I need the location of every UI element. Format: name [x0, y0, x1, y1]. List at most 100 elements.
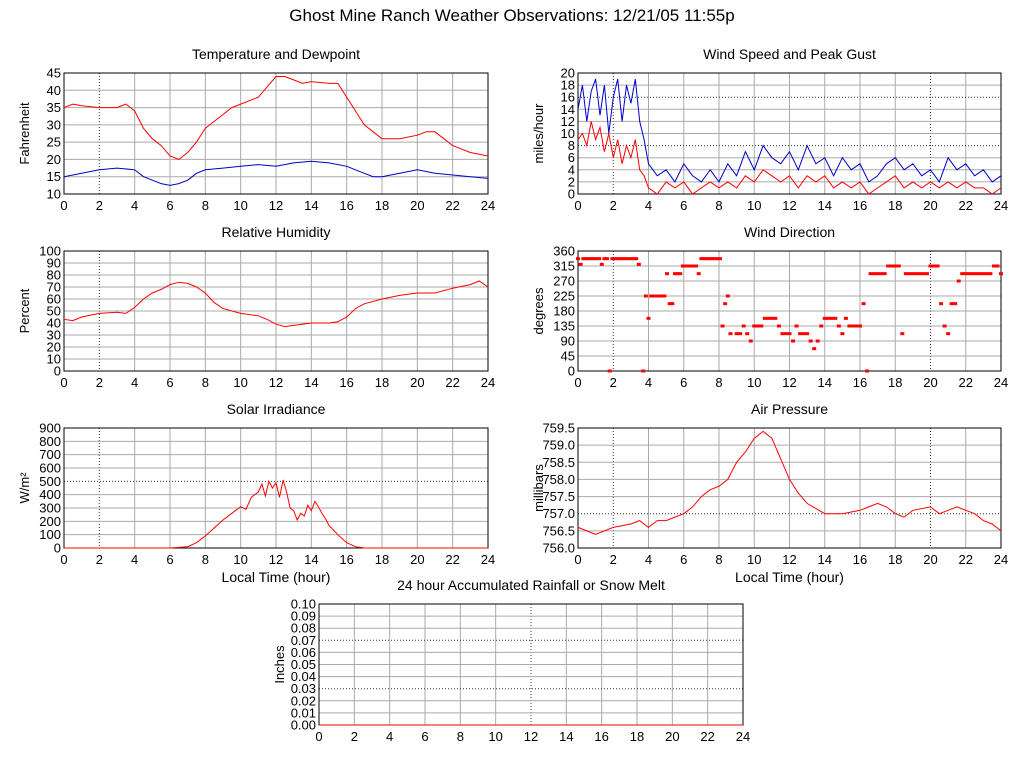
y-tick-label: 45: [47, 66, 61, 81]
data-point: [921, 272, 926, 276]
data-point: [939, 302, 944, 306]
plot-frame: [577, 250, 1002, 372]
x-tick-label: 16: [594, 729, 608, 744]
x-tick-label: 18: [888, 552, 902, 567]
data-point: [872, 272, 877, 276]
data-point: [654, 294, 659, 298]
x-tick-label: 12: [269, 198, 283, 213]
x-tick-label: 6: [680, 198, 687, 213]
y-tick-label: 756.0: [542, 541, 575, 556]
x-tick-label: 8: [457, 729, 464, 744]
data-point: [628, 257, 633, 261]
data-point: [752, 324, 757, 328]
y-tick-label: 500: [39, 474, 61, 489]
data-point: [984, 272, 989, 276]
data-point: [599, 262, 604, 266]
chart-title: Solar Irradiance: [227, 401, 326, 417]
data-point: [819, 324, 824, 328]
x-tick-label: 2: [610, 552, 617, 567]
y-tick-label: 16: [561, 90, 575, 105]
x-tick-label: 22: [959, 375, 973, 390]
y-tick-label: 0.00: [291, 718, 316, 733]
x-tick-label: 0: [60, 198, 67, 213]
x-tick-label: 8: [202, 552, 209, 567]
x-axis-label: Local Time (hour): [222, 569, 331, 585]
x-tick-label: 22: [445, 375, 459, 390]
data-point: [963, 272, 968, 276]
page-title: Ghost Mine Ranch Weather Observations: 1…: [289, 6, 735, 25]
data-point: [787, 332, 792, 336]
chart-title: Relative Humidity: [222, 224, 331, 240]
data-point: [910, 272, 915, 276]
data-point: [967, 272, 972, 276]
data-point: [594, 257, 599, 261]
x-tick-label: 2: [96, 198, 103, 213]
x-tick-label: 16: [339, 552, 353, 567]
data-point: [583, 257, 588, 261]
y-axis-label: Fahrenheit: [17, 102, 32, 165]
data-point: [723, 302, 728, 306]
x-tick-label: 10: [747, 552, 761, 567]
x-tick-label: 12: [269, 375, 283, 390]
data-point: [956, 279, 961, 283]
data-point: [946, 332, 951, 336]
data-point: [840, 332, 845, 336]
data-point: [847, 324, 852, 328]
x-tick-label: 20: [923, 375, 937, 390]
x-tick-label: 8: [202, 375, 209, 390]
data-point: [694, 264, 699, 268]
y-tick-label: 45: [561, 349, 575, 364]
y-tick-label: 4: [568, 162, 575, 177]
y-tick-label: 20: [47, 340, 61, 355]
x-tick-label: 2: [610, 375, 617, 390]
y-tick-label: 758.0: [542, 472, 575, 487]
y-tick-label: 0.02: [291, 693, 316, 708]
y-tick-label: 10: [47, 352, 61, 367]
y-tick-label: 0: [54, 364, 61, 379]
y-tick-label: 10: [561, 126, 575, 141]
data-point: [667, 302, 672, 306]
x-tick-label: 2: [96, 552, 103, 567]
x-tick-label: 6: [421, 729, 428, 744]
x-tick-label: 10: [747, 198, 761, 213]
y-tick-label: 2: [568, 174, 575, 189]
data-point: [699, 257, 704, 261]
plot-frame: [63, 427, 489, 549]
y-tick-label: 60: [47, 292, 61, 307]
data-point: [748, 339, 753, 343]
x-tick-label: 10: [747, 375, 761, 390]
y-tick-label: 20: [561, 66, 575, 81]
data-point: [766, 316, 771, 320]
data-point: [759, 324, 764, 328]
y-tick-label: 180: [553, 304, 575, 319]
x-tick-label: 20: [923, 552, 937, 567]
data-point: [581, 257, 586, 261]
y-tick-label: 0: [568, 187, 575, 202]
chart-title: 24 hour Accumulated Rainfall or Snow Mel…: [397, 577, 665, 593]
data-point: [680, 264, 685, 268]
x-tick-label: 24: [994, 375, 1008, 390]
series-line-air-pressure: [577, 430, 1002, 535]
x-tick-label: 10: [233, 552, 247, 567]
data-point: [709, 257, 714, 261]
data-point: [607, 369, 612, 373]
y-tick-label: 25: [47, 135, 61, 150]
data-point: [932, 264, 937, 268]
data-point: [907, 272, 912, 276]
x-tick-label: 2: [351, 729, 358, 744]
data-point: [977, 272, 982, 276]
data-point: [886, 264, 891, 268]
data-point: [794, 324, 799, 328]
y-tick-label: 400: [39, 487, 61, 502]
x-tick-label: 14: [559, 729, 573, 744]
data-point: [620, 257, 625, 261]
data-point: [672, 272, 677, 276]
y-tick-label: 100: [39, 527, 61, 542]
data-point: [651, 294, 656, 298]
data-point: [991, 264, 996, 268]
y-axis-label: W/m²: [17, 472, 32, 504]
data-point: [646, 316, 651, 320]
x-tick-label: 0: [574, 375, 581, 390]
